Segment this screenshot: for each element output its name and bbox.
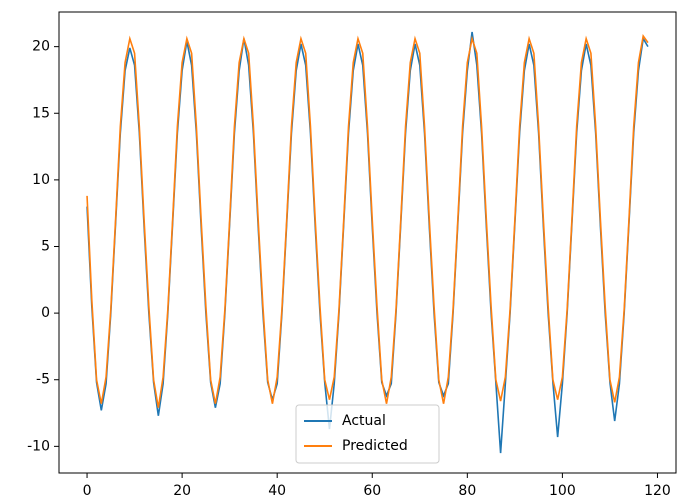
x-tick-label: 120 xyxy=(644,483,671,499)
x-tick-label: 0 xyxy=(83,483,92,499)
legend-box xyxy=(295,404,440,464)
legend-label: Predicted xyxy=(342,438,408,454)
x-tick-label: 40 xyxy=(268,483,286,499)
x-tick-label: 20 xyxy=(173,483,191,499)
y-tick-label: 15 xyxy=(32,105,50,121)
y-tick-label: 5 xyxy=(41,238,50,254)
series-line xyxy=(86,33,649,408)
y-tick-label: 10 xyxy=(32,172,50,188)
plot-frame xyxy=(58,11,677,474)
legend: Actual Predicted xyxy=(295,404,440,464)
x-tick-label: 100 xyxy=(549,483,576,499)
y-tick-label: -10 xyxy=(27,438,50,454)
y-tick-label: 0 xyxy=(41,305,50,321)
x-tick-label: 80 xyxy=(458,483,476,499)
y-tick-label: 20 xyxy=(32,39,50,55)
legend-label: Actual xyxy=(342,413,386,429)
y-tick-label: -5 xyxy=(36,372,50,388)
x-tick-label: 60 xyxy=(363,483,381,499)
